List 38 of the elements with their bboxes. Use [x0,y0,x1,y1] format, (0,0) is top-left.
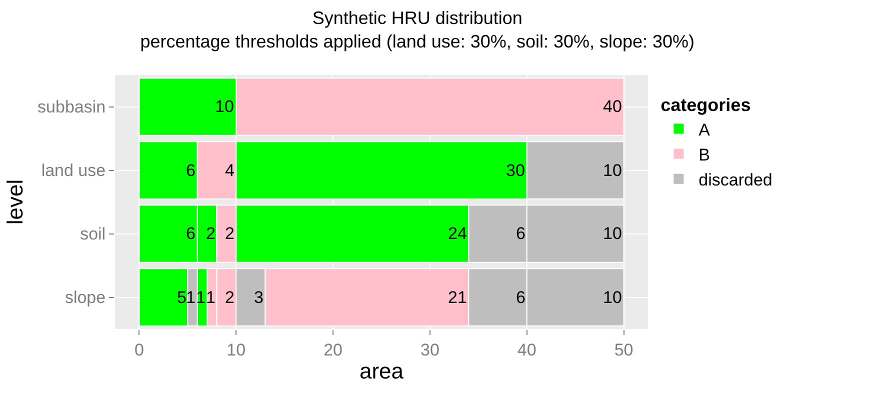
data-label: 24 [448,224,467,243]
legend-label: A [698,120,711,140]
data-label: 1 [186,288,196,307]
data-label: 4 [225,161,234,180]
legend-label: B [698,145,710,164]
data-label: 10 [603,224,622,243]
data-label: 2 [225,224,234,243]
chart-title: Synthetic HRU distribution [312,8,522,28]
data-label: 6 [186,161,196,180]
data-label: 3 [254,288,264,307]
data-label: 30 [506,161,525,180]
data-label: 5 [177,288,186,307]
data-label: 1 [206,288,216,307]
data-label: 6 [516,288,526,307]
data-label: 10 [603,161,622,180]
data-label: 2 [225,288,234,307]
data-label: 40 [603,97,622,116]
data-label: 6 [186,224,196,243]
y-tick-label: land use [41,161,106,180]
legend-label: discarded [698,170,772,190]
legend-title: categories [660,95,751,116]
y-tick-label: slope [64,288,106,308]
x-tick-label: 40 [517,340,536,360]
x-tick-label: 20 [324,340,343,360]
x-tick-label: 0 [134,340,144,360]
x-tick-label: 50 [614,340,634,360]
x-tick-label: 30 [420,340,440,360]
x-tick-label: 10 [226,340,246,360]
data-label: 21 [448,288,467,307]
data-label: 2 [206,224,216,243]
chart-subtitle: percentage thresholds applied (land use: 30%, soil: 30%, slope: 30%) [140,31,695,52]
y-axis-title: level [2,179,28,225]
x-axis-title: area [359,358,404,384]
data-label: 10 [603,288,622,307]
data-label: 6 [516,224,526,243]
y-tick-label: soil [80,224,106,244]
y-tick-label: subbasin [38,98,106,117]
data-label: 10 [215,97,234,116]
